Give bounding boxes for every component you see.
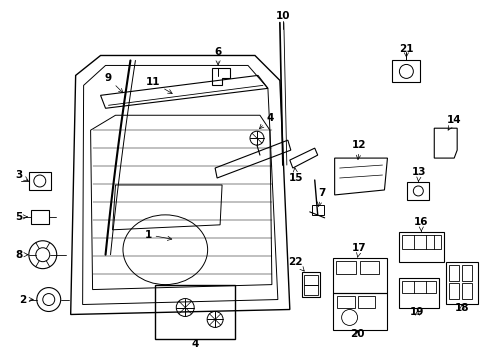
Bar	[402, 280, 435, 293]
Text: 9: 9	[105, 73, 122, 93]
Bar	[402, 235, 440, 249]
Text: 8: 8	[15, 250, 28, 260]
Text: 7: 7	[317, 188, 325, 206]
Text: 4: 4	[259, 113, 273, 129]
Text: 10: 10	[275, 11, 289, 21]
Bar	[29, 172, 51, 190]
Bar	[332, 258, 386, 293]
Bar	[399, 232, 443, 262]
Text: 5: 5	[15, 212, 27, 222]
Text: 18: 18	[454, 302, 468, 312]
Bar	[461, 283, 471, 298]
Bar	[392, 60, 420, 82]
Bar	[407, 182, 428, 200]
Bar	[301, 272, 319, 297]
Text: 4: 4	[191, 339, 199, 349]
Text: 13: 13	[411, 167, 426, 181]
Bar	[359, 261, 379, 274]
Bar	[31, 210, 49, 224]
Bar	[303, 275, 317, 285]
Text: 6: 6	[214, 48, 221, 65]
Text: 22: 22	[288, 257, 304, 271]
Text: 17: 17	[351, 243, 366, 257]
Text: 19: 19	[409, 307, 424, 318]
Bar	[336, 296, 354, 307]
Bar	[448, 265, 458, 280]
Bar	[332, 293, 386, 330]
Text: 20: 20	[349, 329, 364, 339]
Text: 1: 1	[144, 230, 171, 240]
Bar	[155, 285, 235, 339]
Text: 3: 3	[15, 170, 28, 181]
Text: 2: 2	[19, 294, 33, 305]
Text: 21: 21	[398, 44, 413, 58]
Text: 14: 14	[446, 115, 461, 130]
Text: 12: 12	[351, 140, 366, 159]
Bar	[446, 262, 477, 303]
Bar	[448, 283, 458, 298]
Bar	[357, 296, 375, 307]
Text: 16: 16	[413, 217, 427, 231]
Bar	[311, 205, 323, 215]
Text: 15: 15	[288, 168, 303, 183]
Bar	[399, 278, 438, 307]
Text: 11: 11	[146, 77, 172, 94]
Bar	[335, 261, 355, 274]
Bar	[461, 265, 471, 280]
Bar	[303, 285, 317, 294]
